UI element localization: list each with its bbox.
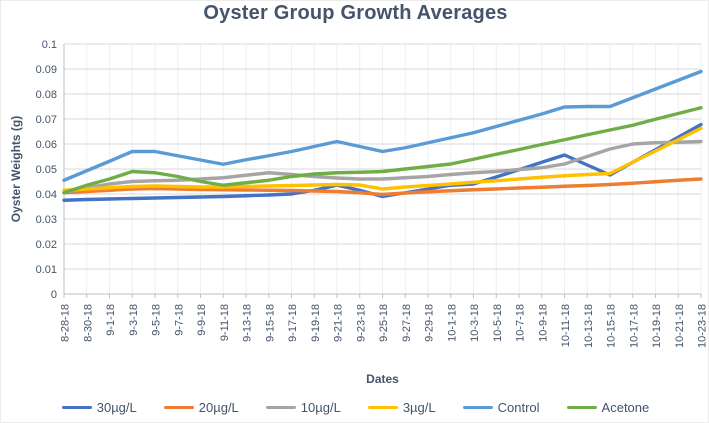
legend-swatch-icon [566,405,597,410]
x-tick-label: 9-9-18 [196,304,208,336]
x-tick-label: 9-17-18 [287,304,299,342]
legend-label: Control [497,400,540,415]
x-tick-label: 10-15-18 [606,304,618,348]
x-tick-label: 9-15-18 [264,304,276,342]
y-tick-label: 0.07 [36,114,57,126]
y-tick-label: 0.03 [36,214,57,226]
x-tick-label: 8-30-18 [82,304,94,342]
y-tick-label: 0 [51,289,57,301]
legend-item-1: 20µg/L [163,400,239,415]
legend-swatch-icon [61,405,92,410]
y-tick-label: 0.1 [42,39,57,51]
y-tick-label: 0.02 [36,239,57,251]
x-tick-label: 9-19-18 [310,304,322,342]
chart-legend: 30µg/L 20µg/L 10µg/L 3µg/L Control Acetone [1,400,708,415]
legend-item-0: 30µg/L [61,400,137,415]
legend-label: 30µg/L [96,400,137,415]
y-tick-label: 0.01 [36,264,57,276]
x-tick-label: 10-5-18 [492,304,504,342]
x-tick-label: 10-1-18 [446,304,458,342]
x-tick-label: 9-21-18 [333,304,345,342]
legend-item-4: Control [462,400,540,415]
x-tick-label: 10-19-18 [651,304,663,348]
x-tick-label: 9-23-18 [355,304,367,342]
legend-swatch-icon [265,405,296,410]
x-tick-label: 9-1-18 [105,304,117,336]
x-tick-label: 10-17-18 [628,304,640,348]
x-tick-label: 10-3-18 [469,304,481,342]
legend-item-2: 10µg/L [265,400,341,415]
x-tick-label: 10-21-18 [674,304,686,348]
series-line-2 [62,139,703,195]
x-tick-label: 10-9-18 [537,304,549,342]
legend-swatch-icon [462,405,493,410]
y-tick-label: 0.05 [36,164,57,176]
y-tick-label: 0.08 [36,89,57,101]
x-tick-label: 10-7-18 [515,304,527,342]
x-tick-label: 9-13-18 [242,304,254,342]
x-tick-label: 10-11-18 [560,304,572,347]
x-tick-label: 9-29-18 [424,304,436,342]
legend-item-5: Acetone [566,400,650,415]
legend-item-3: 3µg/L [367,400,436,415]
x-tick-label: 10-13-18 [583,304,595,348]
legend-label: 20µg/L [198,400,239,415]
legend-swatch-icon [163,405,194,410]
x-tick-label: 9-5-18 [151,304,163,336]
legend-label: Acetone [601,400,650,415]
series-line-5 [62,106,703,195]
series-line-4 [62,69,703,182]
x-tick-label: 8-28-18 [60,304,72,342]
x-tick-label: 9-3-18 [128,304,140,336]
chart-title: Oyster Group Growth Averages [203,2,508,24]
y-tick-label: 0.06 [36,139,57,151]
series-line-1 [62,177,703,197]
x-axis-title: Dates [366,372,399,386]
y-tick-label: 0.09 [36,64,57,76]
legend-label: 3µg/L [402,400,436,415]
x-tick-label: 9-25-18 [378,304,390,342]
x-tick-label: 9-11-18 [219,304,231,341]
x-tick-label: 9-7-18 [173,304,185,336]
y-tick-label: 0.04 [36,189,57,201]
x-tick-label: 10-23-18 [697,304,709,348]
series-line-0 [62,122,703,202]
series-line-3 [62,126,703,192]
legend-swatch-icon [367,405,398,410]
x-tick-label: 9-27-18 [401,304,413,342]
legend-label: 10µg/L [300,400,341,415]
